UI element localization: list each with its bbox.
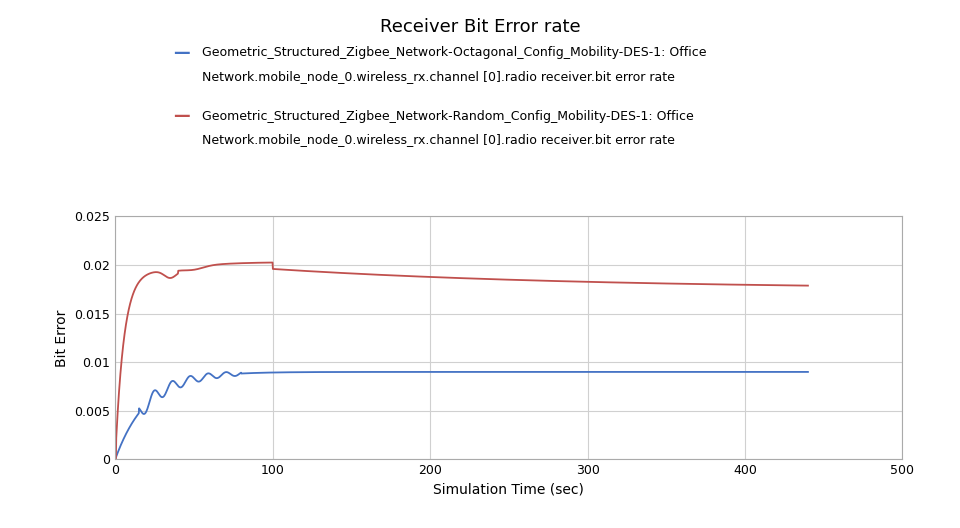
Text: —: —	[173, 107, 189, 125]
Geometric_Structured_Zigbee_Network-Random_Config_Mobility-DES-1: Office
Network.mobile_node_0.wireless_rx.channel [0].radio receiver.bit error rate: (99.9, 0.0203): Office Network.mobile_node_0.wireless_rx…	[267, 259, 278, 266]
Y-axis label: Bit Error: Bit Error	[55, 309, 69, 366]
Geometric_Structured_Zigbee_Network-Random_Config_Mobility-DES-1: Office
Network.mobile_node_0.wireless_rx.channel [0].radio receiver.bit error rate: (0, 0): Office Network.mobile_node_0.wireless_rx…	[109, 456, 121, 463]
Geometric_Structured_Zigbee_Network-Octagonal_Config_Mobility-DES-1: Office
Network.mobile_node_0.wireless_rx.channel [0].radio receiver.bit error rate: (202, 0.009): Office Network.mobile_node_0.wireless_rx…	[428, 369, 440, 375]
Line: Geometric_Structured_Zigbee_Network-Octagonal_Config_Mobility-DES-1: Office
Network.mobile_node_0.wireless_rx.channel [0].radio receiver.bit error rate: Geometric_Structured_Zigbee_Network-Octa…	[115, 372, 808, 459]
Geometric_Structured_Zigbee_Network-Random_Config_Mobility-DES-1: Office
Network.mobile_node_0.wireless_rx.channel [0].radio receiver.bit error rate: (347, 0.0181): Office Network.mobile_node_0.wireless_rx…	[656, 280, 667, 287]
X-axis label: Simulation Time (sec): Simulation Time (sec)	[433, 483, 585, 497]
Line: Geometric_Structured_Zigbee_Network-Random_Config_Mobility-DES-1: Office
Network.mobile_node_0.wireless_rx.channel [0].radio receiver.bit error rate: Geometric_Structured_Zigbee_Network-Rand…	[115, 262, 808, 459]
Geometric_Structured_Zigbee_Network-Octagonal_Config_Mobility-DES-1: Office
Network.mobile_node_0.wireless_rx.channel [0].radio receiver.bit error rate: (440, 0.009): Office Network.mobile_node_0.wireless_rx…	[803, 369, 814, 375]
Geometric_Structured_Zigbee_Network-Random_Config_Mobility-DES-1: Office
Network.mobile_node_0.wireless_rx.channel [0].radio receiver.bit error rate: (440, 0.0179): Office Network.mobile_node_0.wireless_rx…	[803, 282, 814, 289]
Geometric_Structured_Zigbee_Network-Octagonal_Config_Mobility-DES-1: Office
Network.mobile_node_0.wireless_rx.channel [0].radio receiver.bit error rate: (427, 0.009): Office Network.mobile_node_0.wireless_rx…	[782, 369, 794, 375]
Text: Network.mobile_node_0.wireless_rx.channel [0].radio receiver.bit error rate: Network.mobile_node_0.wireless_rx.channe…	[202, 70, 675, 83]
Text: Receiver Bit Error rate: Receiver Bit Error rate	[380, 18, 580, 36]
Geometric_Structured_Zigbee_Network-Octagonal_Config_Mobility-DES-1: Office
Network.mobile_node_0.wireless_rx.channel [0].radio receiver.bit error rate: (427, 0.009): Office Network.mobile_node_0.wireless_rx…	[781, 369, 793, 375]
Geometric_Structured_Zigbee_Network-Random_Config_Mobility-DES-1: Office
Network.mobile_node_0.wireless_rx.channel [0].radio receiver.bit error rate: (203, 0.0188): Office Network.mobile_node_0.wireless_rx…	[428, 274, 440, 280]
Text: Network.mobile_node_0.wireless_rx.channel [0].radio receiver.bit error rate: Network.mobile_node_0.wireless_rx.channe…	[202, 134, 675, 146]
Geometric_Structured_Zigbee_Network-Octagonal_Config_Mobility-DES-1: Office
Network.mobile_node_0.wireless_rx.channel [0].radio receiver.bit error rate: (22.5, 0.00627): Office Network.mobile_node_0.wireless_rx…	[145, 395, 156, 402]
Geometric_Structured_Zigbee_Network-Random_Config_Mobility-DES-1: Office
Network.mobile_node_0.wireless_rx.channel [0].radio receiver.bit error rate: (22.5, 0.0192): Office Network.mobile_node_0.wireless_rx…	[145, 270, 156, 276]
Text: Geometric_Structured_Zigbee_Network-Octagonal_Config_Mobility-DES-1: Office: Geometric_Structured_Zigbee_Network-Octa…	[202, 46, 707, 59]
Text: —: —	[173, 44, 189, 62]
Geometric_Structured_Zigbee_Network-Octagonal_Config_Mobility-DES-1: Office
Network.mobile_node_0.wireless_rx.channel [0].radio receiver.bit error rate: (346, 0.009): Office Network.mobile_node_0.wireless_rx…	[655, 369, 666, 375]
Geometric_Structured_Zigbee_Network-Octagonal_Config_Mobility-DES-1: Office
Network.mobile_node_0.wireless_rx.channel [0].radio receiver.bit error rate: (0, 0): Office Network.mobile_node_0.wireless_rx…	[109, 456, 121, 463]
Text: Geometric_Structured_Zigbee_Network-Random_Config_Mobility-DES-1: Office: Geometric_Structured_Zigbee_Network-Rand…	[202, 110, 693, 122]
Geometric_Structured_Zigbee_Network-Random_Config_Mobility-DES-1: Office
Network.mobile_node_0.wireless_rx.channel [0].radio receiver.bit error rate: (427, 0.0179): Office Network.mobile_node_0.wireless_rx…	[782, 282, 794, 288]
Geometric_Structured_Zigbee_Network-Random_Config_Mobility-DES-1: Office
Network.mobile_node_0.wireless_rx.channel [0].radio receiver.bit error rate: (214, 0.0187): Office Network.mobile_node_0.wireless_rx…	[446, 275, 458, 281]
Geometric_Structured_Zigbee_Network-Random_Config_Mobility-DES-1: Office
Network.mobile_node_0.wireless_rx.channel [0].radio receiver.bit error rate: (427, 0.0179): Office Network.mobile_node_0.wireless_rx…	[782, 282, 794, 288]
Geometric_Structured_Zigbee_Network-Octagonal_Config_Mobility-DES-1: Office
Network.mobile_node_0.wireless_rx.channel [0].radio receiver.bit error rate: (214, 0.009): Office Network.mobile_node_0.wireless_rx…	[446, 369, 458, 375]
